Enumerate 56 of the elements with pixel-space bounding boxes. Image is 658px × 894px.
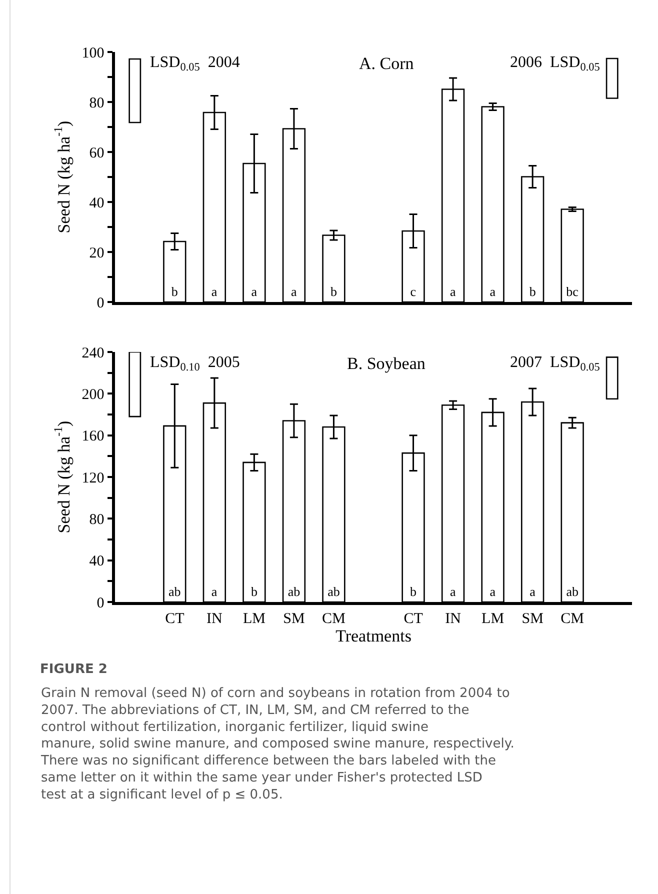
y-tick-label: 0 [96,595,104,612]
annotation: LSD$_{0.05}$ 2004 [150,54,240,74]
x-tick-label: LM [242,610,266,627]
data-label: a [290,284,297,299]
text: Grain N removal (seed N) of corn and soybeans in rotation from 2004 to 2007. The abbreviations of CT, IN, LM, SM, and CM referred to the control without fertilization, inorganic fertilizer, liquid swine manure, solid swine manure, and composed swine manure, respectively. There was no significant difference between the bars labeled with the same letter on it within the same year under Fisher's protected LSD test at a significant level of p ≤ 0.05. [40,686,514,802]
bar [128,58,142,124]
chart-title: B. Soybean [347,354,426,373]
data-label: a [490,584,496,599]
x-tick-label: CM [560,610,584,627]
data-label: b [171,284,178,299]
chart-title: A. Corn [359,54,414,73]
y-tick-label: 80 [89,512,104,528]
caption: FIGURE 2 [40,662,108,677]
data-label: ab [328,584,340,599]
x-tick-label: CT [165,610,184,627]
data-label: a [211,284,218,299]
x-axis-title: Treatments [336,626,412,646]
data-label: a [530,584,536,599]
data-label: a [251,284,258,299]
x-tick-label: CT [404,610,423,627]
x-tick-label: SM [283,610,305,627]
y-tick-label: 120 [82,470,104,486]
data-label: a [450,584,456,599]
y-tick-label: 160 [82,428,104,445]
x-tick-label: LM [482,610,504,627]
x-tick-label: SM [522,610,544,627]
x-tick-label: IN [206,610,222,627]
data-label: ab [168,584,181,599]
data-label: b [410,584,417,599]
y-tick-label: 40 [89,554,104,570]
annotation: 2007 LSD$_{0.05}$ [510,354,600,374]
annotation: LSD$_{0.10}$ 2005 [150,354,240,374]
bar [606,58,618,99]
y-tick-label: 200 [82,386,104,403]
y-tick-label: 240 [82,345,104,362]
data-label: b [250,584,258,599]
y-tick-label: 20 [89,245,104,262]
y-tick-label: 100 [82,45,104,62]
bar [128,352,142,418]
data-label: bc [566,284,579,299]
data-label: c [410,284,416,299]
annotation: 2006 LSD$_{0.05}$ [510,54,600,74]
y-tick-label: 80 [89,95,104,112]
y-tick-label: 40 [89,195,104,212]
data-label: b [529,284,536,299]
data-label: a [450,284,456,299]
x-tick-label: IN [445,610,462,627]
data-label: b [330,284,337,299]
data-label: ab [566,584,578,599]
x-tick-label: CM [322,610,346,627]
y-tick-label: 0 [96,295,104,312]
y-tick-label: 60 [89,145,104,162]
data-label: a [490,284,496,299]
data-label: ab [288,584,300,599]
data-label: a [211,584,218,599]
bar [606,356,618,400]
